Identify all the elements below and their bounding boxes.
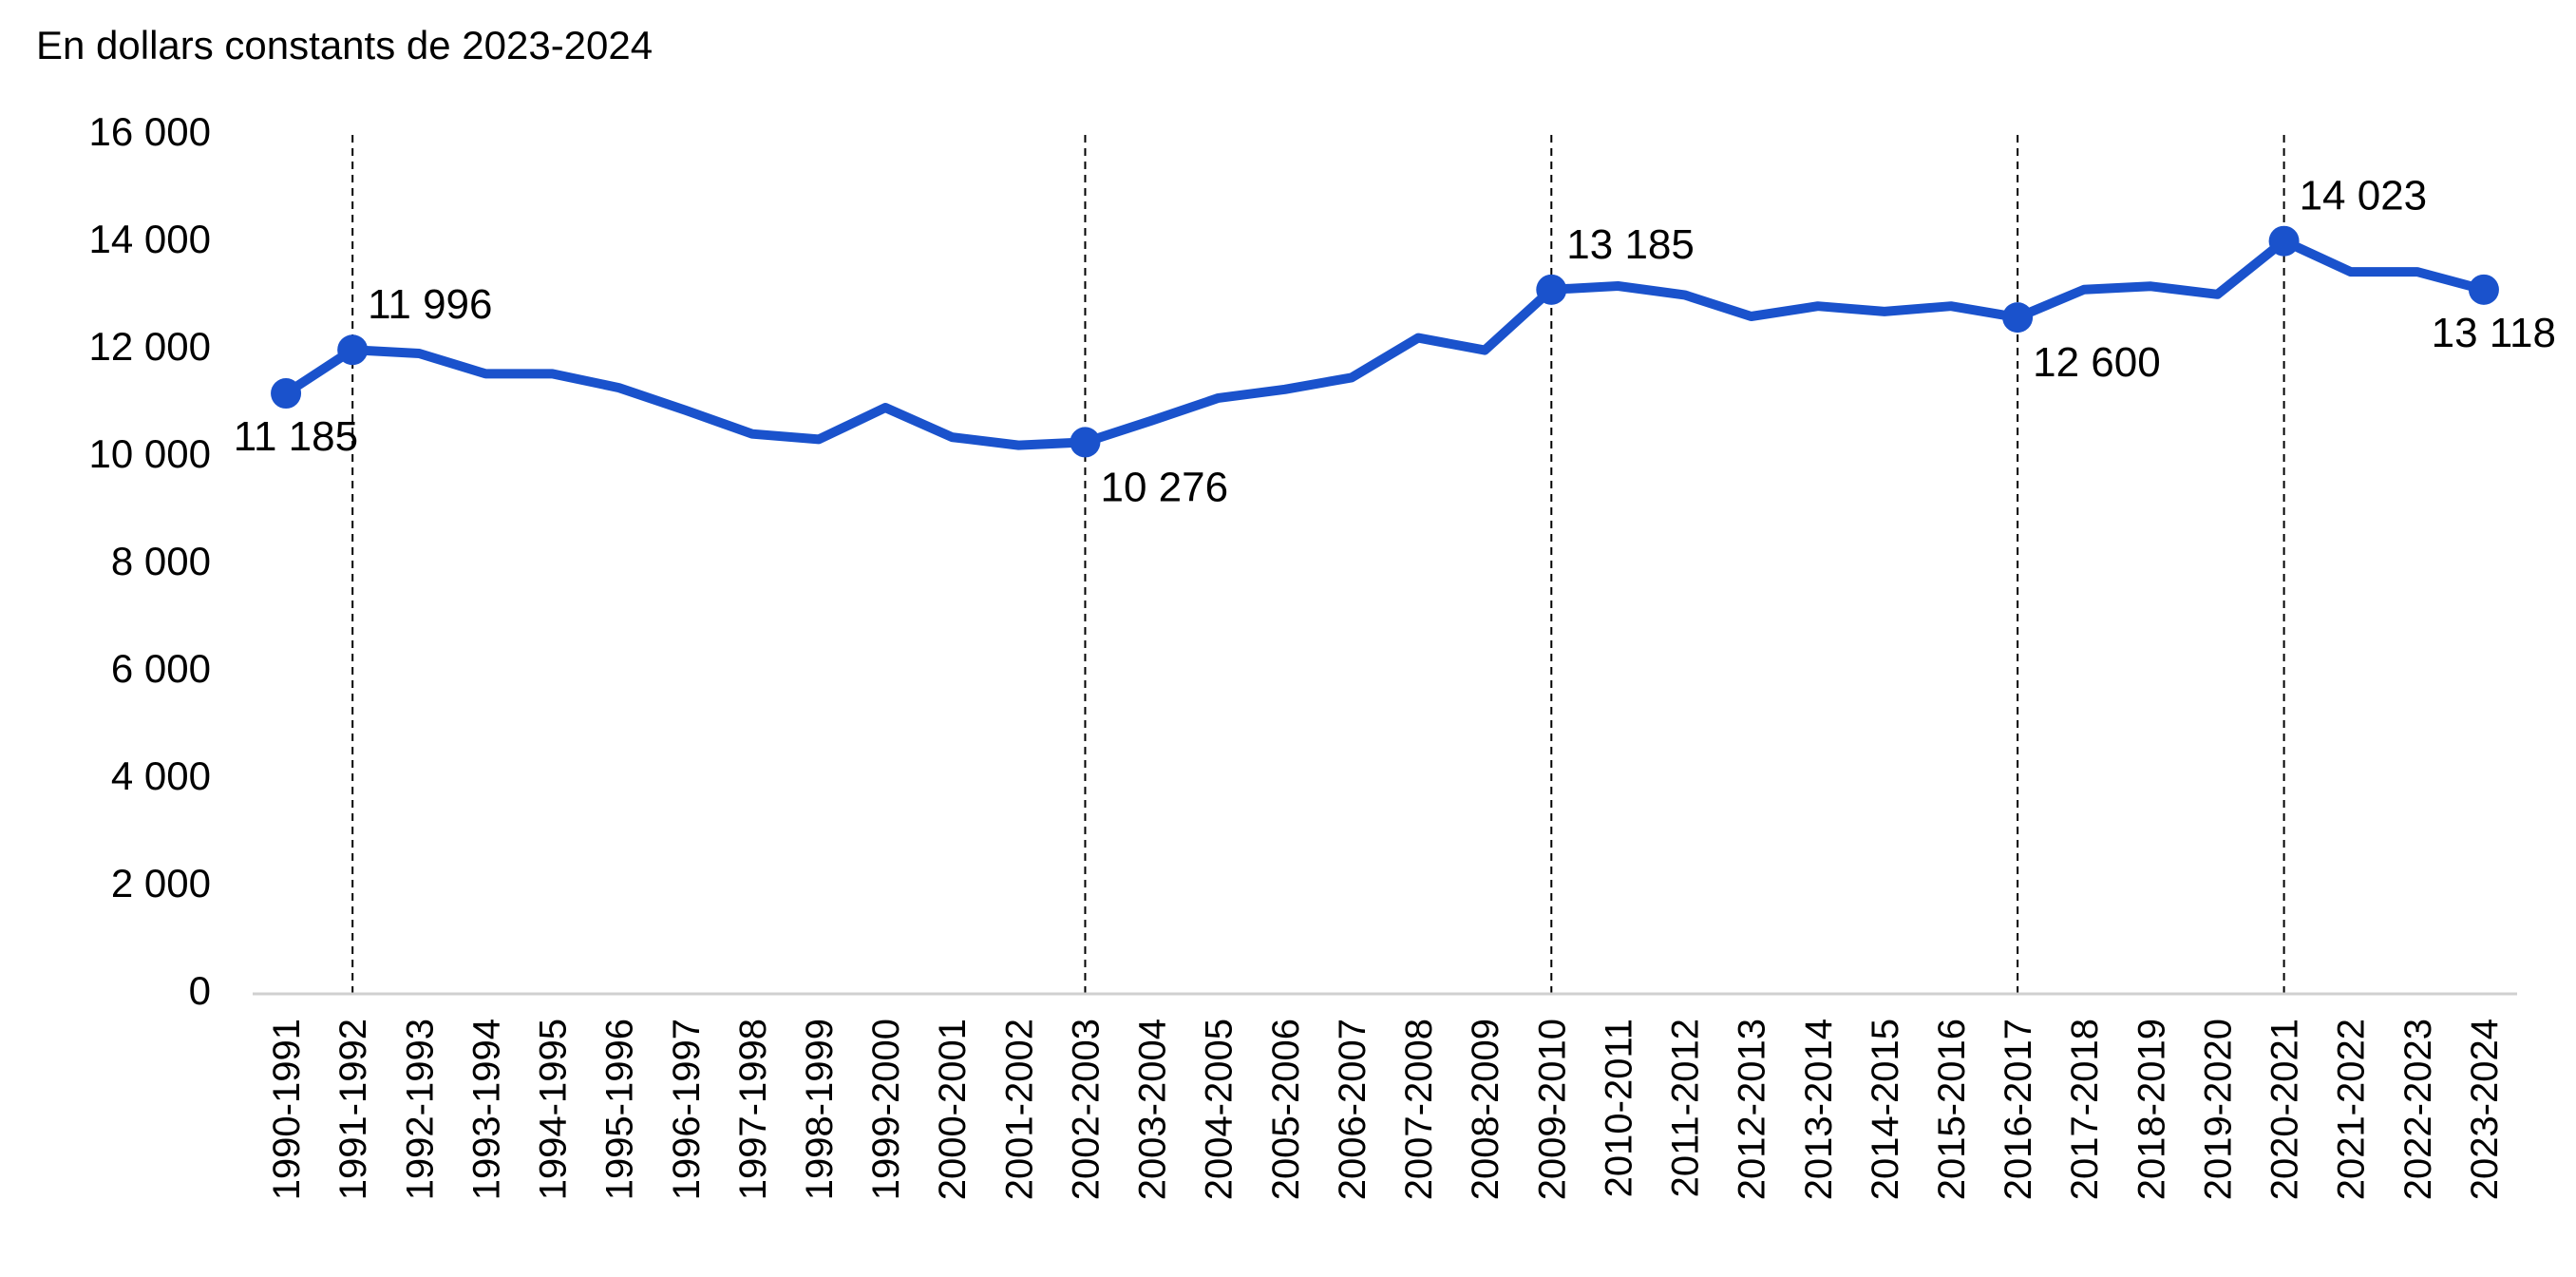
x-tick-label: 2019-2020	[2197, 1019, 2239, 1200]
y-tick-label: 12 000	[89, 324, 211, 369]
data-label: 11 996	[368, 281, 492, 328]
x-tick-label: 2003-2004	[1132, 1019, 1174, 1200]
y-tick-label: 6 000	[111, 646, 211, 691]
x-tick-label: 2016-2017	[1998, 1019, 2039, 1200]
series-line-group	[281, 236, 2489, 450]
x-tick-label: 2006-2007	[1332, 1019, 1373, 1200]
x-tick-label: 1994-1995	[533, 1019, 575, 1200]
x-tick-label: 2009-2010	[1531, 1019, 1573, 1200]
x-axis-ticks: 1990-1991 1991-1992 1992-1993 1993-1994 1994…	[266, 1019, 2506, 1200]
data-point-marker	[1536, 274, 1567, 305]
x-tick-label: 2001-2002	[998, 1019, 1040, 1200]
x-tick-label: 2011-2012	[1665, 1019, 1707, 1197]
y-tick-label: 14 000	[89, 217, 211, 261]
y-tick-label: 4 000	[111, 753, 211, 798]
y-tick-label: 0	[189, 968, 211, 1013]
y-tick-label: 10 000	[89, 431, 211, 476]
x-tick-label: 2023-2024	[2464, 1019, 2506, 1200]
data-labels: 11 185 11 996 10 276 13 185 12 600 14 023 13 1…	[234, 173, 2556, 511]
x-tick-label: 1992-1993	[399, 1019, 441, 1200]
data-label: 13 118	[2432, 310, 2556, 356]
x-tick-label: 2000-2001	[932, 1019, 974, 1200]
data-label: 11 185	[234, 413, 358, 460]
y-tick-label: 2 000	[111, 861, 211, 905]
y-axis-ticks: 0 2 000 4 000 6 000 8 000 10 000 12 000 14 000 1…	[89, 109, 211, 1013]
data-point-marker	[2268, 225, 2300, 257]
series-line	[281, 236, 2489, 450]
x-tick-label: 1995-1996	[599, 1019, 641, 1200]
data-point-marker	[1070, 427, 1101, 458]
x-tick-label: 2012-2013	[1732, 1019, 1773, 1200]
x-tick-label: 2008-2009	[1465, 1019, 1506, 1200]
data-point-marker	[337, 334, 369, 366]
data-point-marker	[2002, 302, 2034, 334]
x-tick-label: 2017-2018	[2064, 1019, 2106, 1200]
x-tick-label: 1993-1994	[465, 1019, 507, 1200]
chart-title: En dollars constants de 2023-2024	[36, 23, 653, 67]
x-tick-label: 2020-2021	[2264, 1019, 2306, 1200]
x-tick-label: 2004-2005	[1199, 1019, 1241, 1200]
x-tick-label: 1996-1997	[666, 1019, 708, 1200]
x-tick-label: 2014-2015	[1865, 1019, 1906, 1200]
data-point-marker	[2468, 274, 2499, 305]
x-tick-label: 2018-2019	[2131, 1019, 2172, 1200]
reference-lines	[351, 135, 2285, 994]
x-tick-label: 2015-2016	[1931, 1019, 1973, 1200]
y-tick-label: 16 000	[89, 109, 211, 154]
x-tick-label: 1999-2000	[865, 1019, 907, 1200]
data-label: 12 600	[2033, 339, 2161, 386]
x-tick-label: 2005-2006	[1265, 1019, 1307, 1200]
x-tick-label: 1991-1992	[332, 1019, 374, 1200]
data-label: 14 023	[2300, 173, 2428, 219]
x-tick-label: 1998-1999	[799, 1019, 841, 1200]
x-tick-label: 1997-1998	[732, 1019, 774, 1200]
x-tick-label: 2007-2008	[1398, 1019, 1440, 1200]
x-tick-label: 2013-2014	[1798, 1019, 1840, 1200]
data-point-marker	[271, 378, 302, 410]
x-tick-label: 1990-1991	[266, 1019, 308, 1200]
y-tick-label: 8 000	[111, 539, 211, 583]
data-label: 13 185	[1566, 221, 1695, 268]
x-tick-label: 2022-2023	[2397, 1019, 2439, 1200]
x-tick-label: 2010-2011	[1598, 1019, 1639, 1197]
data-markers	[271, 225, 2499, 458]
x-tick-label: 2021-2022	[2331, 1019, 2373, 1200]
x-tick-label: 2002-2003	[1065, 1019, 1107, 1200]
data-label: 10 276	[1100, 464, 1228, 510]
